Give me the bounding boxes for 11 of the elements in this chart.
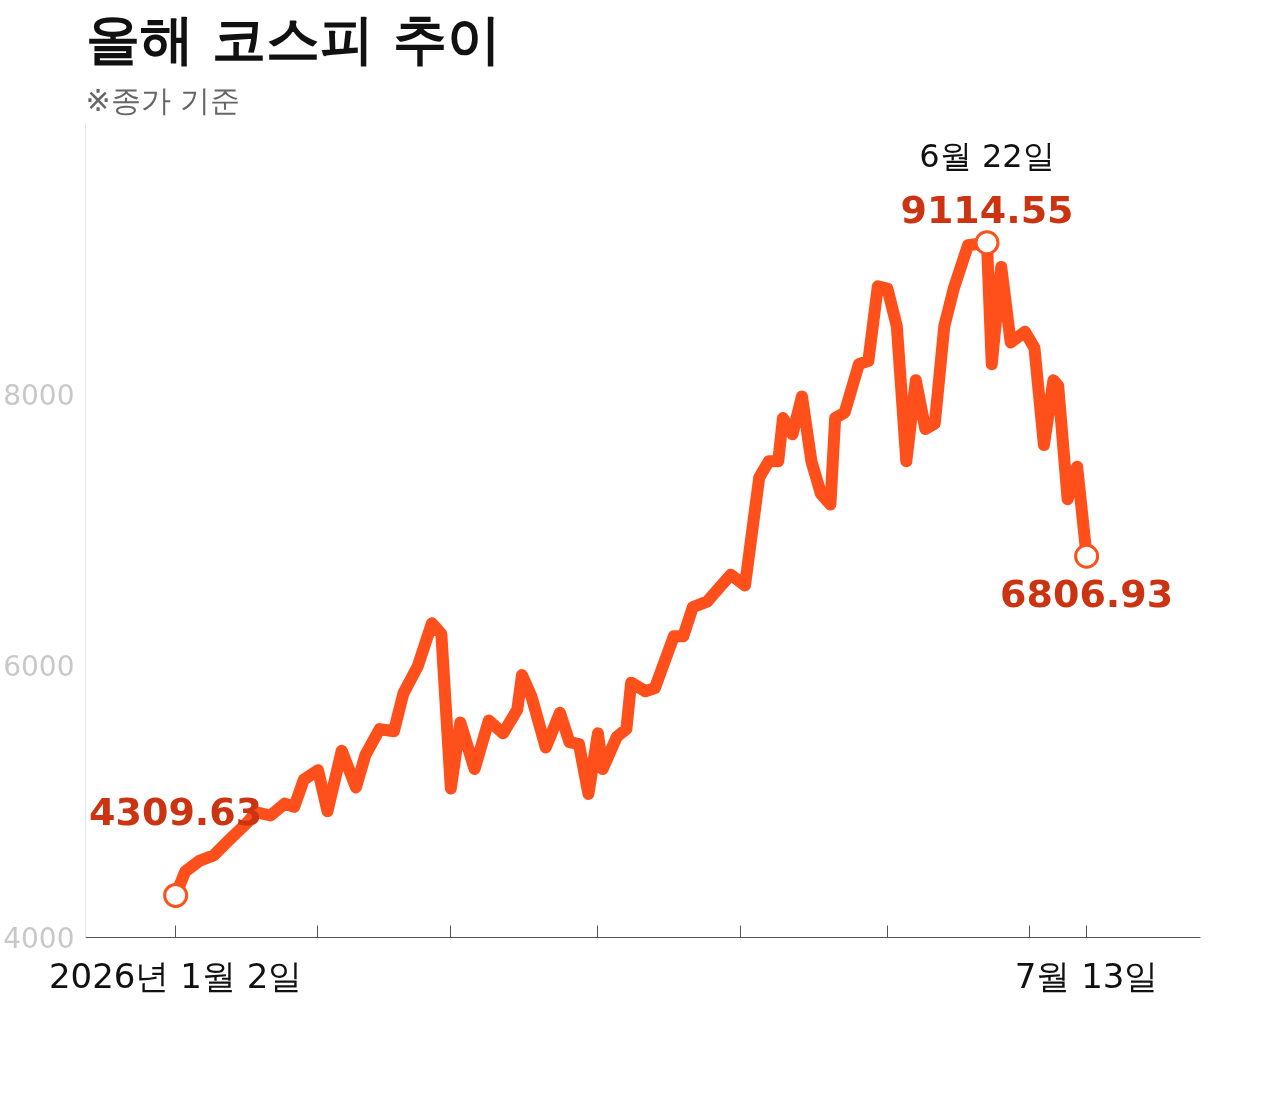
- point: [163, 882, 189, 908]
- x-tick-label: 2026년 1월 2일: [48, 955, 303, 996]
- annotation: 6월 22일: [919, 136, 1055, 175]
- data-label: 9114.55: [900, 187, 1074, 232]
- chart-subtitle: ※종가 기준: [85, 82, 241, 118]
- point: [1074, 543, 1100, 569]
- chart-title: 올해 코스피 추이: [85, 7, 502, 71]
- data-label: 4309.63: [89, 790, 263, 835]
- point: [974, 230, 1000, 256]
- x-tick-label: 7월 13일: [1014, 955, 1159, 996]
- data-label: 6806.93: [1000, 572, 1174, 617]
